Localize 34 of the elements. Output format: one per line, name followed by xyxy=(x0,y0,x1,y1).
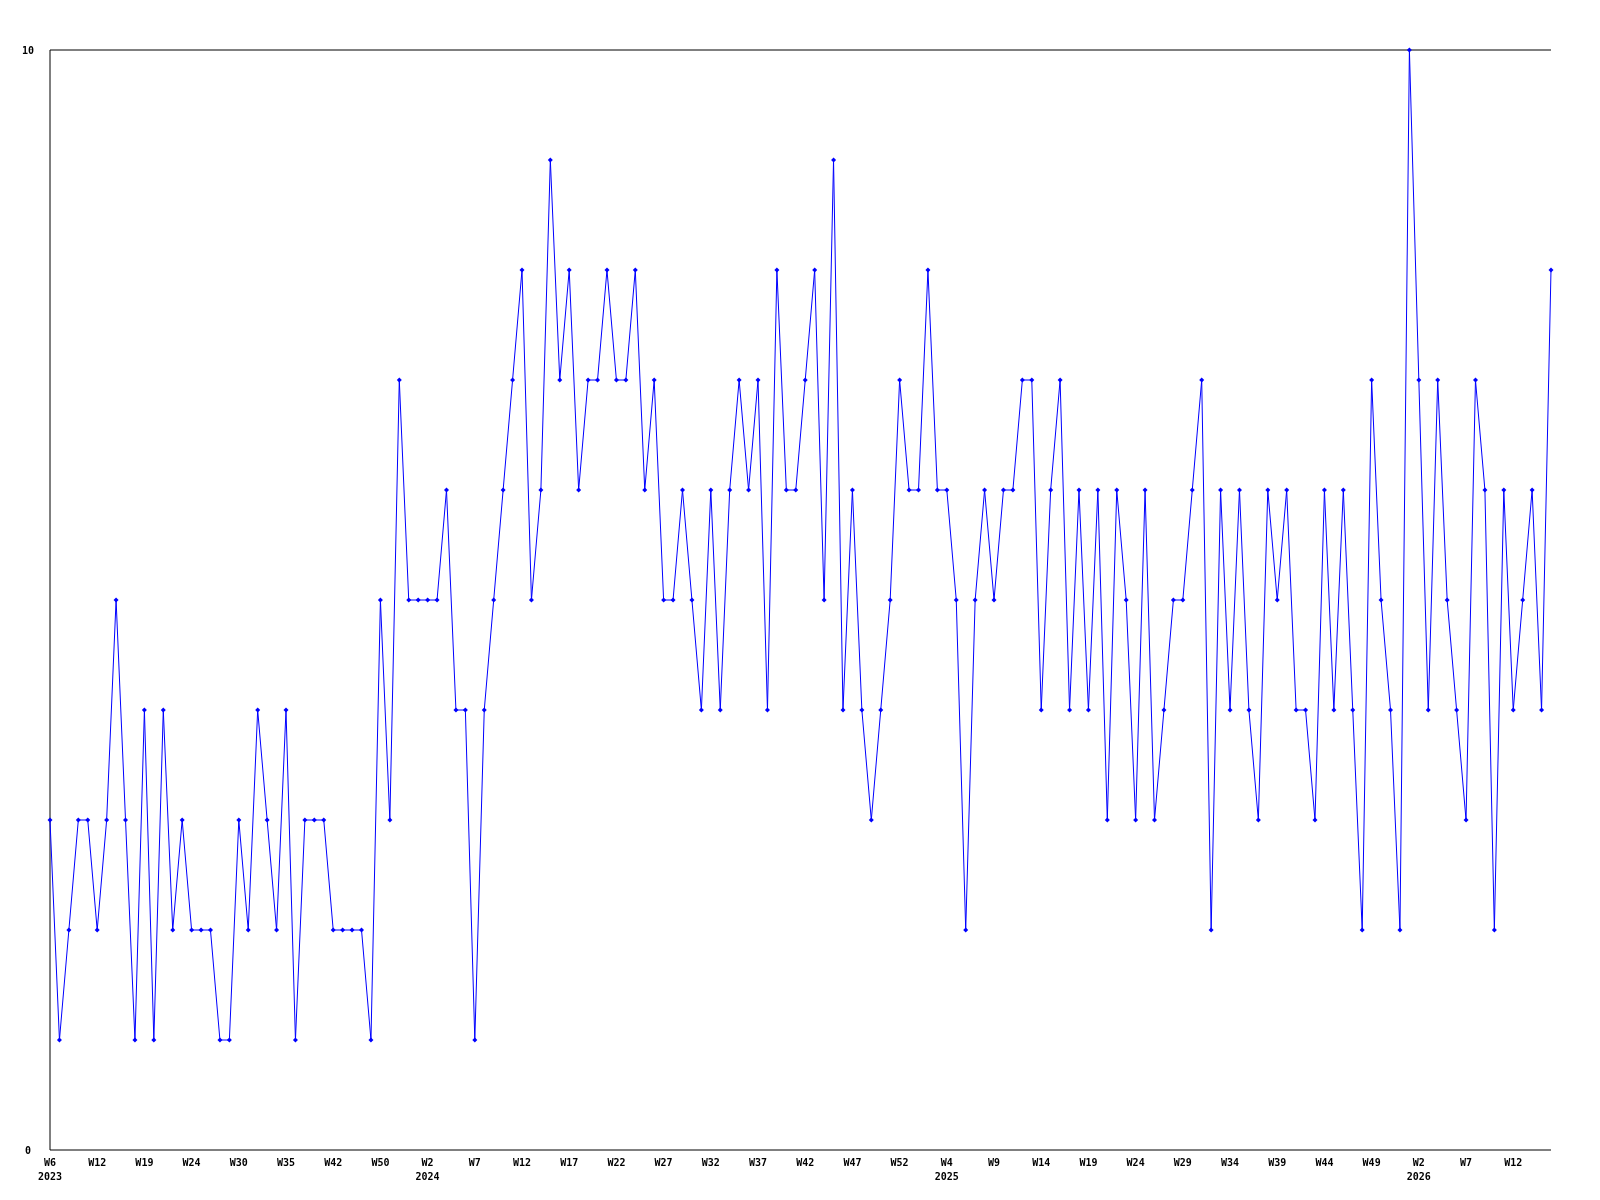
x-tick-label: W29 xyxy=(1173,1157,1192,1168)
x-tick-label: W52 xyxy=(890,1157,909,1168)
x-tick-label: W42 xyxy=(796,1157,815,1168)
x-tick-label: W24 xyxy=(1126,1157,1145,1168)
x-tick-label: W42 xyxy=(324,1157,343,1168)
x-tick-label: W30 xyxy=(229,1157,248,1168)
x-tick-label: W27 xyxy=(654,1157,673,1168)
x-tick-label: W24 xyxy=(182,1157,201,1168)
x-tick-label: W44 xyxy=(1315,1157,1334,1168)
x-tick-label: W12 xyxy=(1504,1157,1523,1168)
x-tick-label: W39 xyxy=(1268,1157,1287,1168)
x-tick-label: W14 xyxy=(1032,1157,1051,1168)
x-tick-label: W19 xyxy=(1079,1157,1098,1168)
y-tick-label: 10 xyxy=(21,44,35,56)
x-tick-label: W49 xyxy=(1362,1157,1381,1168)
x-tick-label: W17 xyxy=(560,1157,579,1168)
x-tick-label: W12 xyxy=(512,1157,532,1168)
x-tick-label: W22 xyxy=(607,1157,626,1168)
x-tick-label: W12 xyxy=(88,1157,107,1168)
x-tick-label: W34 xyxy=(1221,1157,1240,1168)
x-tick-label: W2 2024 xyxy=(415,1157,440,1182)
x-tick-label: W50 xyxy=(371,1157,390,1168)
x-tick-label: W7 xyxy=(468,1157,481,1168)
x-tick-label: W47 xyxy=(843,1157,862,1168)
x-tick-label: W19 xyxy=(135,1157,154,1168)
x-tick-label: W7 xyxy=(1460,1157,1473,1168)
x-tick-label: W37 xyxy=(748,1157,768,1168)
x-tick-label: W4 2025 xyxy=(934,1157,959,1182)
x-tick-label: W2 2026 xyxy=(1406,1157,1431,1182)
x-tick-label: W9 xyxy=(988,1157,1001,1168)
x-tick-label: W32 xyxy=(701,1157,720,1168)
x-tick-label: W6 2023 xyxy=(37,1157,63,1182)
x-tick-label: W35 xyxy=(276,1157,296,1168)
y-tick-label: 0 xyxy=(24,1144,32,1156)
